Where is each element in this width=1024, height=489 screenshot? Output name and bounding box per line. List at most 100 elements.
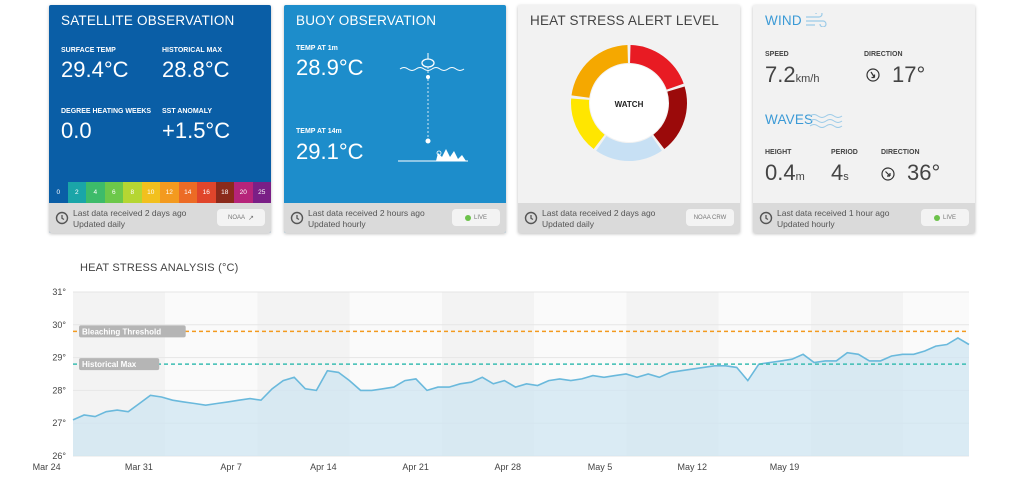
alert-level-segment: [630, 45, 684, 90]
dhw-scale-step: 25: [252, 182, 271, 203]
noaa-logo-icon: ↗: [248, 214, 254, 222]
satellite-update-frequency: Updated daily: [73, 219, 125, 229]
historical-max-value: 28.8°C: [162, 57, 230, 82]
satellite-footer: Last data received 2 days ago Updated dai…: [49, 203, 271, 233]
sst-line: [72, 336, 970, 421]
heat-update-frequency: Updated daily: [542, 219, 594, 229]
surface-temp-label: SURFACE TEMP: [61, 47, 116, 54]
sst-area: [73, 337, 969, 456]
dhw-scale-step: 2: [67, 182, 86, 203]
alert-level-segment: [571, 98, 605, 150]
y-tick-label: 29°: [52, 353, 66, 363]
dhw-scale-step: 4: [86, 182, 105, 203]
dhw-scale-step: 16: [197, 182, 216, 203]
history-icon: [759, 211, 773, 225]
threshold-label: Historical Max: [82, 360, 137, 369]
dhw-scale-step: 8: [123, 182, 142, 203]
x-tick-label: May 19: [770, 462, 800, 472]
temp-1m-value: 28.9°C: [296, 55, 364, 80]
wave-direction-arrow-icon: [881, 167, 895, 181]
waves-icon: [809, 114, 843, 128]
x-tick-label: Apr 28: [495, 462, 522, 472]
alert-level-text: WATCH: [615, 100, 644, 109]
noaa-crw-badge[interactable]: NOAA CRW: [686, 209, 734, 226]
wind-waves-card: WIND SPEED 7.2km/h DIRECTION 17° WAVES H…: [753, 5, 975, 233]
temp-1m-label: TEMP AT 1m: [296, 45, 338, 52]
y-tick-label: 30°: [52, 320, 66, 330]
dhw-scale-step: 18: [215, 182, 234, 203]
heat-last-received: Last data received 2 days ago: [542, 208, 656, 218]
threshold-label-bg: [79, 325, 186, 338]
historical-max-label: HISTORICAL MAX: [162, 47, 223, 54]
heat-stress-alert-card: HEAT STRESS ALERT LEVEL WATCH Last data …: [518, 5, 740, 233]
dhw-scale-step: 10: [141, 182, 160, 203]
chart-title: HEAT STRESS ANALYSIS (°C): [80, 262, 239, 274]
wind-direction-value: 17°: [892, 62, 926, 87]
y-tick-label: 28°: [52, 385, 66, 395]
noaa-badge[interactable]: NOAA ↗: [217, 209, 265, 226]
wind-speed-unit: km/h: [795, 73, 820, 85]
surface-temp-value: 29.4°C: [61, 57, 129, 82]
live-badge-label: LIVE: [473, 214, 487, 221]
alert-level-segment: [596, 135, 662, 161]
x-tick-label: May 12: [678, 462, 708, 472]
buoy-observation-card: BUOY OBSERVATION TEMP AT 1m 28.9°C TEMP …: [284, 5, 506, 233]
wind-speed-value: 7.2: [765, 62, 796, 87]
buoy-footer: Last data received 2 hours ago Updated ho…: [284, 203, 506, 233]
noaa-badge-label: NOAA: [228, 214, 246, 221]
alert-level-donut: WATCH: [571, 45, 687, 161]
dhw-color-scale: 0 2 4 6 8 10 12 14 16 18 20 25: [49, 182, 271, 203]
x-tick-label: Apr 21: [402, 462, 429, 472]
satellite-last-received: Last data received 2 days ago: [73, 208, 187, 218]
wave-period-label: PERIOD: [831, 149, 858, 156]
threshold-label: Bleaching Threshold: [82, 327, 161, 336]
wind-icon: [806, 13, 827, 27]
dhw-scale-step: 14: [178, 182, 197, 203]
live-badge-label: LIVE: [942, 214, 956, 221]
live-dot-icon: [464, 214, 471, 221]
x-tick-label: Mar 31: [125, 462, 153, 472]
dhw-value: 0.0: [61, 118, 92, 143]
alert-level-segment: [571, 45, 628, 98]
sst-anomaly-label: SST ANOMALY: [162, 108, 213, 115]
x-tick-label: May 5: [588, 462, 613, 472]
alert-level-segment: [653, 86, 687, 150]
buoy-card-title: BUOY OBSERVATION: [296, 13, 437, 28]
buoy-illustration-icon: [398, 53, 468, 162]
wind-direction-label: DIRECTION: [864, 51, 903, 58]
temp-14m-label: TEMP AT 14m: [296, 128, 342, 135]
satellite-card-title: SATELLITE OBSERVATION: [61, 13, 235, 28]
donut-center: [590, 64, 668, 142]
dhw-scale-step: 12: [160, 182, 179, 203]
dhw-scale-step: 20: [234, 182, 253, 203]
noaa-crw-badge-label: NOAA CRW: [693, 214, 727, 221]
wave-direction-label: DIRECTION: [881, 149, 920, 156]
dhw-scale-step: 6: [104, 182, 123, 203]
heat-stress-chart: 26° 27° 28° 29° 30° 31° Bleaching Threshold His…: [33, 287, 970, 472]
waves-title: WAVES: [765, 112, 814, 127]
live-badge[interactable]: LIVE: [921, 209, 969, 226]
sst-anomaly-value: +1.5°C: [162, 118, 231, 143]
wave-period-value: 4: [831, 160, 844, 185]
wind-card-title: WIND: [765, 13, 802, 28]
wind-direction-arrow-icon: [866, 68, 880, 82]
live-dot-icon: [933, 214, 940, 221]
wave-height-value: 0.4: [765, 160, 796, 185]
buoy-last-received: Last data received 2 hours ago: [308, 208, 425, 218]
wave-direction-value: 36°: [907, 160, 941, 185]
temp-14m-value: 29.1°C: [296, 139, 364, 164]
x-tick-label: Apr 7: [220, 462, 242, 472]
wave-height-unit: m: [795, 171, 805, 183]
history-icon: [55, 211, 69, 225]
history-icon: [524, 211, 538, 225]
wind-update-frequency: Updated hourly: [777, 219, 835, 229]
wave-height-label: HEIGHT: [765, 149, 792, 156]
live-badge[interactable]: LIVE: [452, 209, 500, 226]
x-tick-label: Apr 14: [310, 462, 337, 472]
satellite-observation-card: SATELLITE OBSERVATION SURFACE TEMP 29.4°…: [49, 5, 271, 233]
wind-speed-label: SPEED: [765, 51, 789, 58]
dhw-label: DEGREE HEATING WEEKS: [61, 108, 152, 115]
heat-stress-card-title: HEAT STRESS ALERT LEVEL: [530, 13, 719, 28]
wind-footer: Last data received 1 hour ago Updated hou…: [753, 203, 975, 233]
y-tick-label: 27°: [52, 418, 66, 428]
